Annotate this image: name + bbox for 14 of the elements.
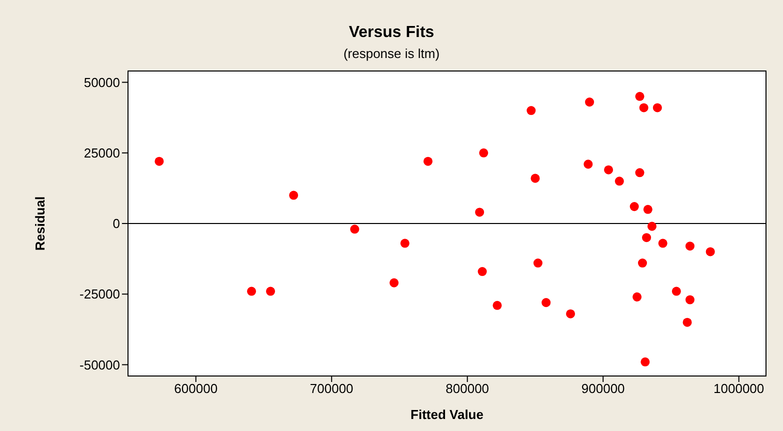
y-tick-label: 25000	[84, 146, 120, 161]
x-tick-label: 1000000	[714, 381, 764, 396]
x-tick-label: 900000	[581, 381, 625, 396]
y-tick-label: -25000	[80, 286, 120, 302]
x-tick-label: 800000	[446, 381, 490, 396]
y-axis-title: Residual	[32, 196, 48, 251]
x-tick-label: 700000	[310, 381, 354, 396]
chart-title: Versus Fits	[348, 24, 436, 42]
x-axis-title: Fitted Value	[410, 407, 484, 422]
y-tick-label: 0	[112, 216, 120, 232]
x-tick-label: 600000	[174, 381, 218, 396]
chart-subtitle: (response is ltm)	[342, 46, 441, 61]
y-tick-label: -50000	[80, 357, 120, 372]
y-tick-label: 50000	[84, 74, 120, 90]
